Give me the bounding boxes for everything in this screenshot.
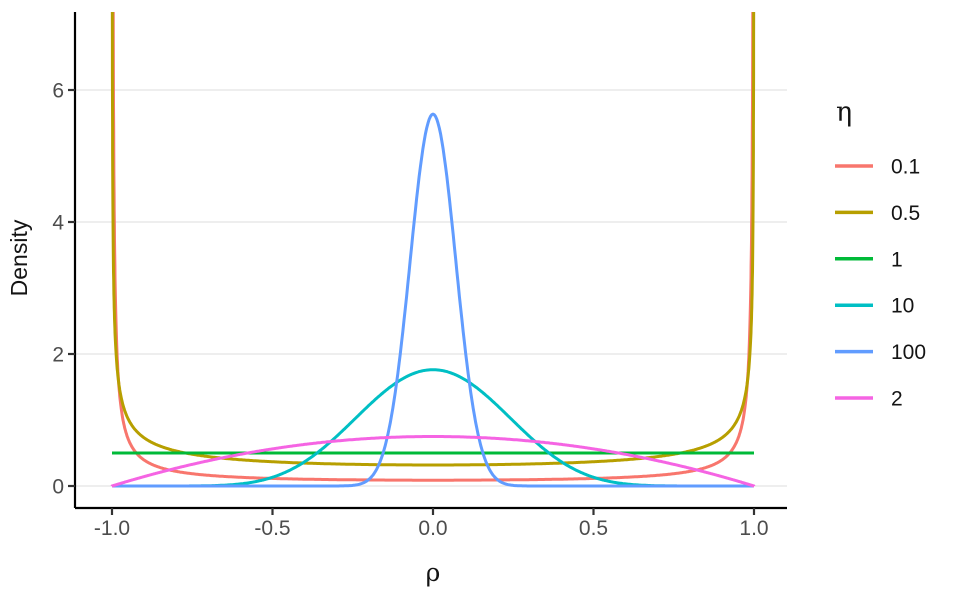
x-tick-label: 1.0	[739, 517, 768, 540]
legend-item-label: 1	[891, 248, 903, 271]
legend-item-eta-10: 10	[835, 295, 914, 318]
y-axis-title: Density	[6, 219, 32, 296]
curve-eta-0.5	[110, 12, 756, 467]
axis-lines	[73, 12, 787, 510]
legend-item-label: 10	[891, 295, 914, 318]
y-tick-label: 4	[52, 212, 64, 235]
x-tick-label: 0.0	[418, 517, 447, 540]
curve-eta-2	[110, 435, 756, 488]
curve-eta-100	[110, 112, 756, 488]
legend-item-label: 0.5	[891, 202, 920, 225]
legend-item-eta-0.5: 0.5	[835, 202, 920, 225]
x-tick-label: 0.5	[579, 517, 608, 540]
legend: η 0.1 0.5 1 10 100 2	[835, 97, 926, 411]
curve-eta-10	[110, 368, 756, 488]
x-tick-label: -0.5	[254, 517, 290, 540]
legend-item-eta-1: 1	[835, 248, 903, 271]
legend-item-label: 2	[891, 388, 903, 411]
curve-eta-0.1	[111, 12, 755, 482]
legend-item-label: 100	[891, 341, 926, 364]
density-curves	[110, 12, 756, 488]
legend-items: 0.1 0.5 1 10 100 2	[835, 156, 926, 411]
x-tick-label: -1.0	[94, 517, 130, 540]
legend-item-eta-100: 100	[835, 341, 926, 364]
y-axis-ticks: 0 2 4 6	[52, 80, 75, 499]
legend-item-eta-2: 2	[835, 388, 903, 411]
y-tick-label: 6	[52, 80, 64, 103]
x-axis-ticks: -1.0 -0.5 0.0 0.5 1.0	[94, 508, 769, 540]
legend-item-eta-0.1: 0.1	[835, 156, 920, 179]
legend-title: η	[836, 97, 852, 128]
gridlines	[75, 89, 787, 487]
y-tick-label: 2	[52, 344, 64, 367]
legend-item-label: 0.1	[891, 156, 920, 179]
y-tick-label: 0	[52, 476, 64, 499]
x-axis-title: ρ	[426, 558, 441, 587]
